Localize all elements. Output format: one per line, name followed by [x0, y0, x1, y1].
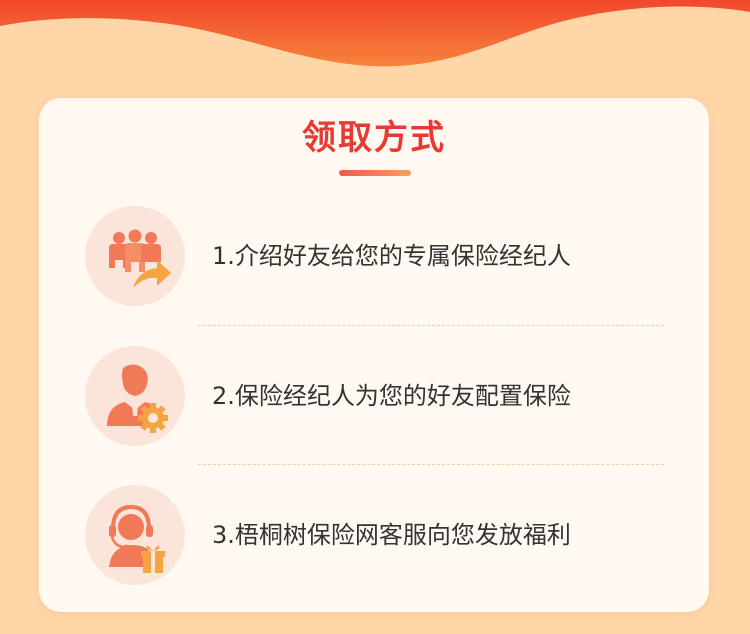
- step-text: 1.介绍好友给您的专属保险经纪人: [212, 242, 571, 270]
- section-title: 领取方式: [302, 118, 446, 158]
- step-text: 2.保险经纪人为您的好友配置保险: [212, 382, 571, 410]
- broker-settings-icon: [85, 346, 185, 446]
- step-item-referral: 1.介绍好友给您的专属保险经纪人: [85, 206, 665, 306]
- header-wave-decoration: [0, 0, 750, 67]
- dashed-divider: [198, 325, 664, 326]
- referral-friends-icon: [85, 206, 185, 306]
- step-item-benefit: 3.梧桐树保险网客服向您发放福利: [85, 485, 665, 585]
- step-text: 3.梧桐树保险网客服向您发放福利: [212, 521, 571, 549]
- customer-service-gift-icon: [85, 485, 185, 585]
- claim-method-card: 领取方式 1.介绍好友给您的专属保险经纪人: [39, 98, 709, 612]
- dashed-divider: [198, 464, 664, 465]
- step-item-broker: 2.保险经纪人为您的好友配置保险: [85, 346, 665, 446]
- title-underline: [339, 170, 411, 176]
